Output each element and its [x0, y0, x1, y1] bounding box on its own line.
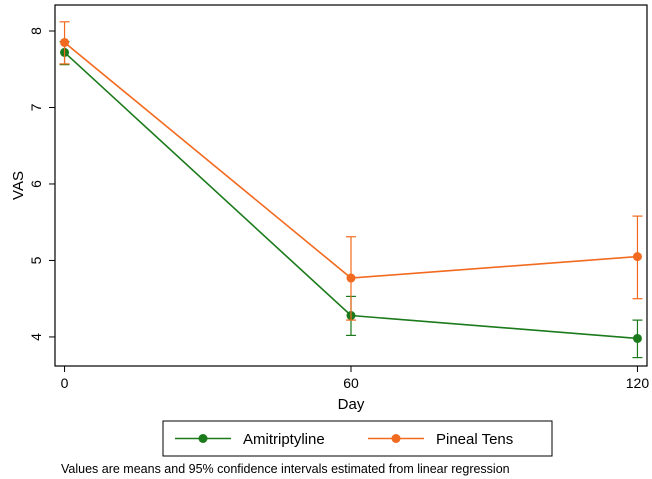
legend-amitriptyline-label: Amitriptyline	[243, 431, 325, 448]
x-tick-label: 120	[626, 375, 650, 391]
legend-pineal-tens-label: Pineal Tens	[436, 431, 513, 448]
y-tick-label: 6	[28, 180, 44, 188]
data-point-pineal-tens	[60, 37, 70, 47]
y-tick-label: 5	[28, 256, 44, 264]
series-layer	[59, 21, 643, 359]
y-axis: 4 5 6 7 8	[28, 27, 55, 341]
legend: Amitriptyline Pineal Tens	[162, 420, 553, 457]
y-tick-label: 7	[28, 103, 44, 111]
legend-amitriptyline-marker	[198, 434, 208, 443]
x-axis-title: Day	[338, 396, 365, 413]
data-point-pineal-tens	[632, 252, 642, 262]
x-axis: 0 60 120	[61, 366, 650, 391]
legend-pineal-tens-marker	[391, 434, 401, 443]
y-tick-label: 4	[28, 333, 44, 341]
x-tick-label: 0	[61, 375, 69, 391]
x-tick-label: 60	[343, 375, 359, 391]
data-point-pineal-tens	[346, 273, 356, 283]
y-tick-label: 8	[28, 27, 44, 35]
y-axis-title: VAS	[10, 171, 27, 200]
chart-note: Values are means and 95% confidence inte…	[61, 462, 510, 476]
data-point-amitriptyline	[632, 333, 642, 343]
